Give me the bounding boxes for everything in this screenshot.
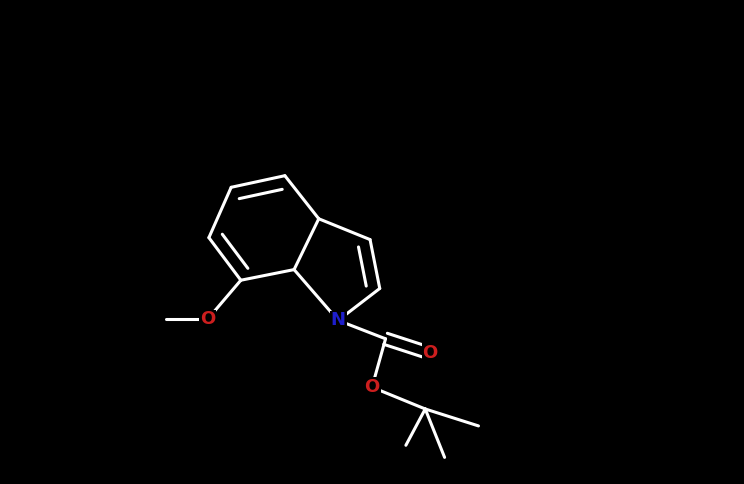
- Text: O: O: [423, 344, 437, 363]
- Text: N: N: [330, 311, 346, 330]
- Text: O: O: [365, 378, 379, 396]
- Text: O: O: [200, 310, 215, 329]
